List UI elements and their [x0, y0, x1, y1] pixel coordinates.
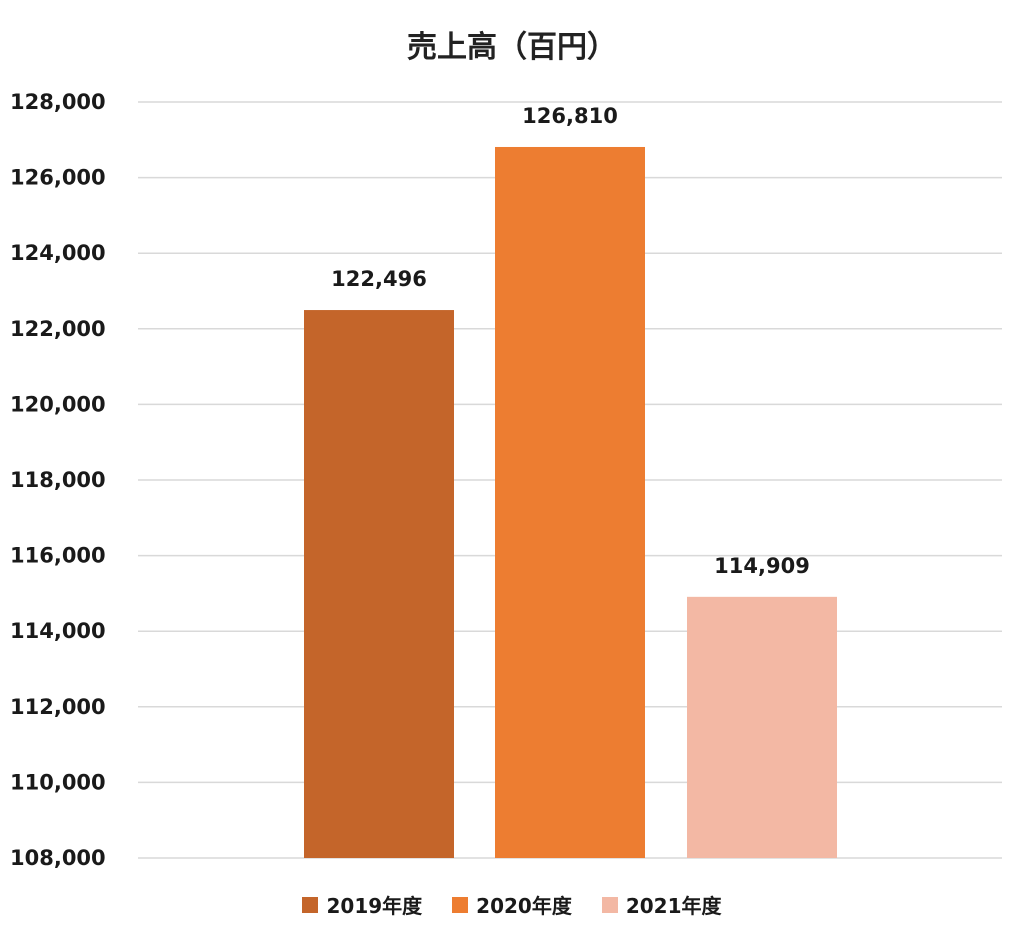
data-labels: 122,496 126,810 114,909 [331, 104, 810, 578]
y-tick-label: 120,000 [10, 392, 106, 416]
legend-label-2021: 2021年度 [625, 894, 722, 918]
y-tick-label: 124,000 [10, 241, 106, 265]
y-tick-label: 118,000 [10, 468, 106, 492]
y-tick-label: 122,000 [10, 317, 106, 341]
legend-label-2019: 2019年度 [326, 894, 423, 918]
legend-swatch-2019 [302, 896, 319, 913]
bars [304, 146, 837, 858]
bar-2020年度 [495, 146, 645, 858]
legend-item-2020: 2020年度 [452, 890, 572, 919]
bar-2021年度 [687, 596, 837, 858]
y-axis-ticks: 108,000 110,000 112,000 114,000 116,000 118,0… [10, 90, 106, 870]
y-tick-label: 128,000 [10, 90, 106, 114]
data-label: 126,810 [522, 104, 618, 128]
legend-label-2020: 2020年度 [476, 894, 572, 918]
data-label: 114,909 [714, 554, 810, 578]
data-label: 122,496 [331, 267, 427, 291]
chart-title: 売上高（百円） [407, 30, 617, 65]
legend: 2019年度 2020年度 2021年度 [0, 890, 1024, 919]
y-tick-label: 110,000 [10, 770, 106, 794]
y-tick-label: 112,000 [10, 695, 106, 719]
y-tick-label: 116,000 [10, 544, 106, 568]
y-tick-label: 126,000 [10, 166, 106, 190]
legend-swatch-2020 [452, 896, 469, 913]
legend-swatch-2021 [601, 896, 618, 913]
y-tick-label: 108,000 [10, 846, 106, 870]
legend-item-2021: 2021年度 [601, 890, 722, 919]
bar-2019年度 [304, 310, 454, 858]
legend-item-2019: 2019年度 [302, 890, 422, 919]
y-tick-label: 114,000 [10, 619, 106, 643]
